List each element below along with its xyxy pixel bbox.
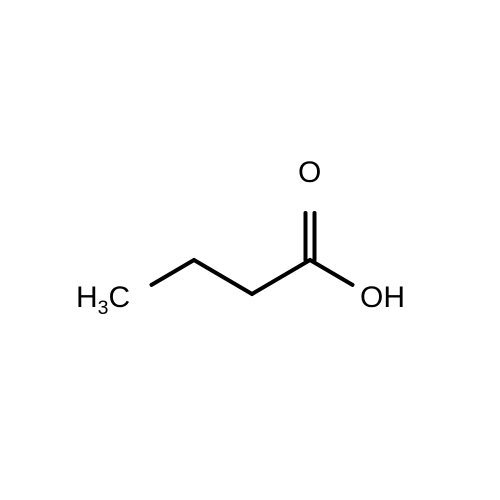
atom-label-o_top: O (298, 158, 321, 188)
bond-lines (152, 213, 353, 294)
molecule-canvas (0, 0, 500, 500)
bond-line (152, 260, 194, 285)
bond-line (252, 260, 310, 294)
atom-label-oh: OH (360, 283, 405, 313)
bond-line (310, 260, 352, 285)
bond-line (194, 260, 252, 294)
atom-label-ch3: H3C (76, 283, 130, 313)
